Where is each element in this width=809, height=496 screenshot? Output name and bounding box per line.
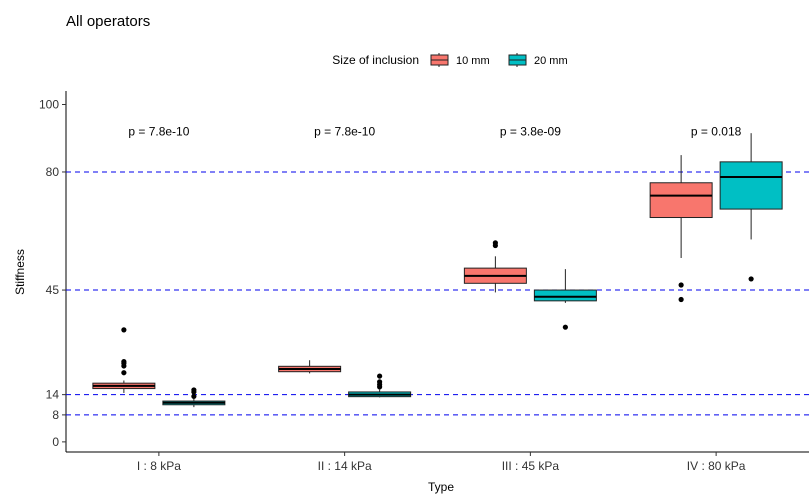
y-tick-label: 14 — [46, 388, 60, 402]
x-tick-label: III : 45 kPa — [502, 459, 560, 473]
legend-key-20mm — [508, 53, 527, 67]
box-body — [533, 289, 597, 302]
box-outlier — [121, 327, 127, 333]
y-axis-title: Stiffness — [13, 249, 27, 295]
plot-area: 0 8 14 45 80 100 I : 8 kPa II : 14 kPa III : 45 … — [39, 91, 809, 473]
x-tick-label: I : 8 kPa — [137, 459, 181, 473]
box-body — [719, 161, 783, 210]
box-outlier — [191, 387, 197, 393]
box-outlier — [492, 240, 498, 246]
p-value-label: p = 7.8e-10 — [314, 124, 375, 138]
chart-title: All operators — [66, 13, 150, 30]
y-tick-label: 80 — [46, 165, 60, 179]
x-axis-title: Type — [428, 480, 454, 494]
box-outlier — [562, 324, 568, 330]
box-outlier — [377, 373, 383, 379]
legend-title: Size of inclusion — [332, 53, 419, 67]
y-tick-label: 0 — [52, 435, 59, 449]
y-tick-label: 100 — [39, 97, 59, 111]
box-outlier — [748, 276, 754, 282]
legend-label-20mm: 20 mm — [534, 55, 568, 67]
y-tick-label: 45 — [46, 283, 60, 297]
box-outlier — [377, 379, 383, 385]
legend-key-10mm — [430, 53, 449, 67]
p-value-label: p = 3.8e-09 — [500, 124, 561, 138]
y-tick-label: 8 — [52, 408, 59, 422]
box-outlier — [121, 370, 127, 376]
legend: Size of inclusion 10 mm 20 mm — [332, 53, 568, 67]
box-outlier — [191, 393, 197, 399]
box-body — [649, 182, 713, 219]
p-value-label: p = 7.8e-10 — [128, 124, 189, 138]
box-outlier — [121, 358, 127, 365]
x-tick-label: II : 14 kPa — [318, 459, 372, 473]
legend-label-10mm: 10 mm — [456, 55, 490, 67]
box-outlier — [678, 282, 684, 288]
p-value-label: p = 0.018 — [691, 124, 742, 138]
box-outlier — [678, 296, 684, 303]
x-tick-label: IV : 80 kPa — [687, 459, 746, 473]
